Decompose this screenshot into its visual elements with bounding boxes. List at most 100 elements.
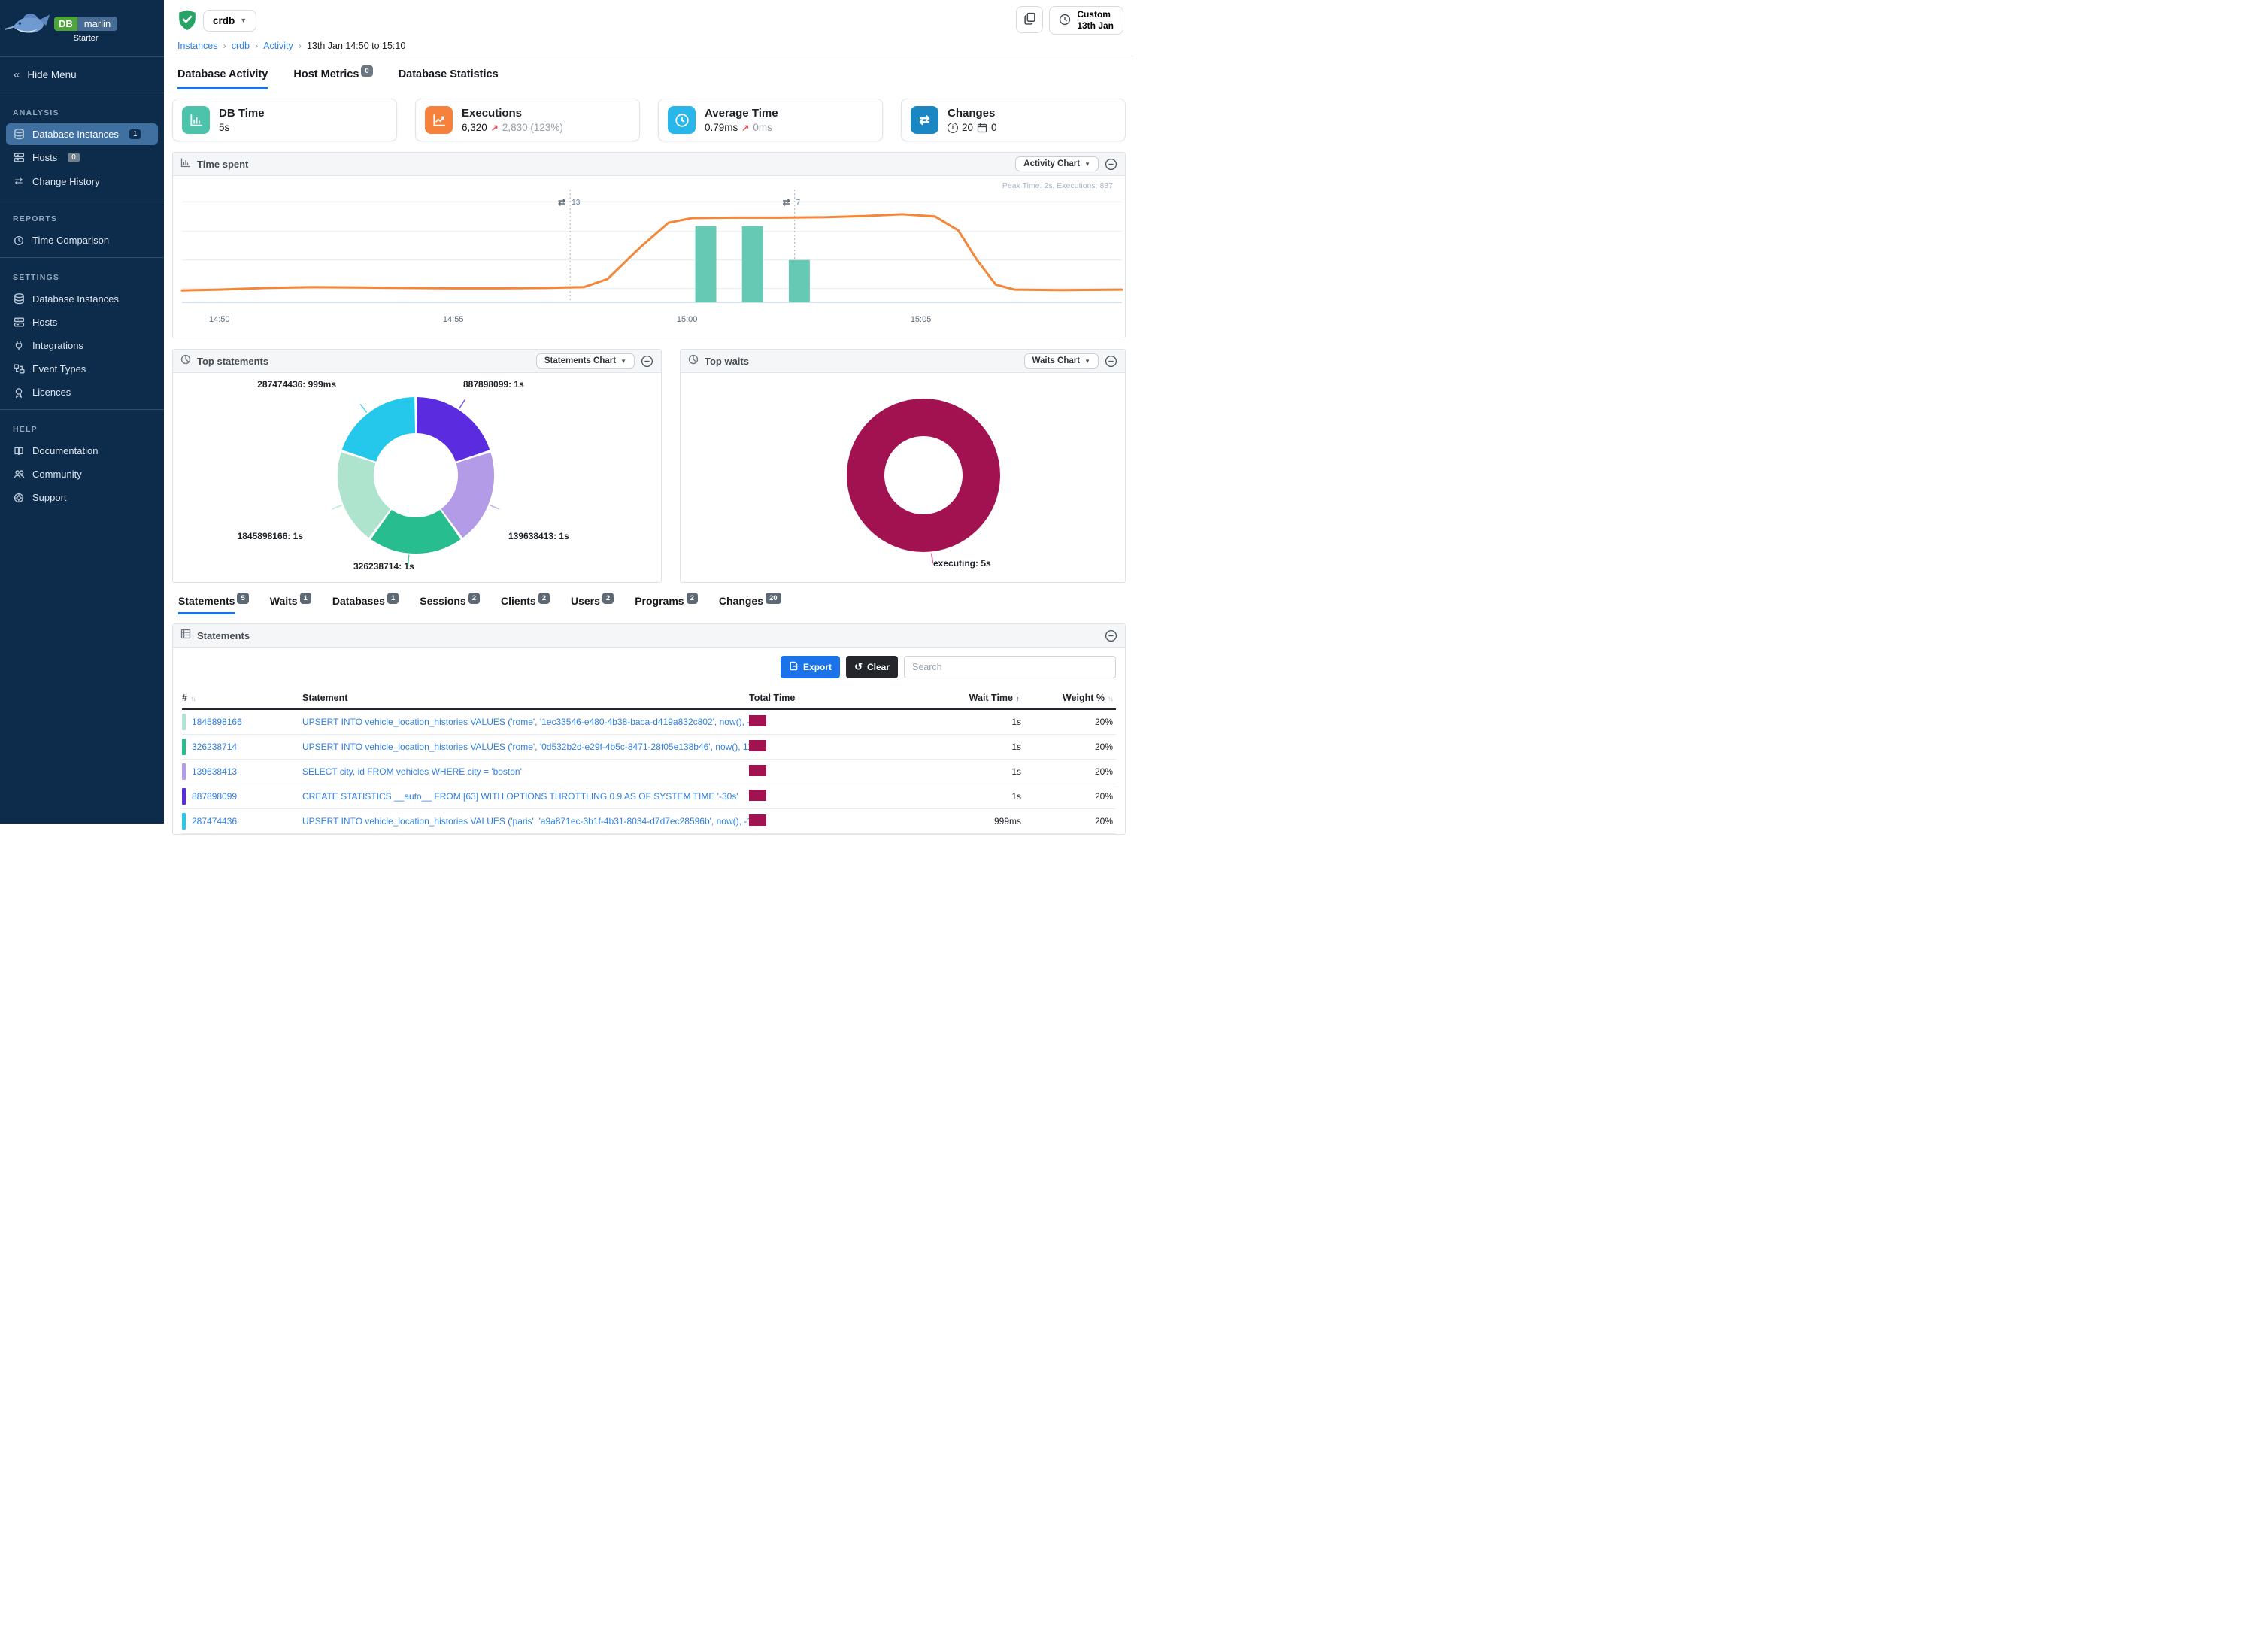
tab-host-metrics[interactable]: Host Metrics 0 xyxy=(293,65,373,89)
statement-id-link[interactable]: 1845898166 xyxy=(192,717,242,727)
total-time-bar xyxy=(749,765,766,776)
sort-icon-active: ↑↓ xyxy=(1016,695,1022,702)
collapse-chevrons-icon: « xyxy=(14,68,20,81)
svg-text:⇄: ⇄ xyxy=(783,197,790,208)
licence-icon xyxy=(13,387,25,398)
hide-menu-button[interactable]: « Hide Menu xyxy=(14,68,77,81)
col-header-total-time[interactable]: Total Time xyxy=(749,693,796,703)
statement-id-link[interactable]: 326238714 xyxy=(192,742,238,752)
breadcrumb: Instances › crdb › Activity › 13th Jan 14:5… xyxy=(164,36,1134,59)
section-title-reports: REPORTS xyxy=(13,214,58,223)
section-title-analysis: ANALYSIS xyxy=(13,108,59,117)
search-input[interactable] xyxy=(904,656,1116,678)
collapse-panel-icon[interactable] xyxy=(1105,355,1117,368)
sidebar-item-change-history[interactable]: ⇄ Change History xyxy=(6,170,158,193)
tab-databases[interactable]: Databases 1 xyxy=(332,593,399,614)
up-arrow-icon: ↗ xyxy=(741,122,750,133)
breadcrumb-activity[interactable]: Activity xyxy=(263,41,293,51)
export-button[interactable]: Export xyxy=(781,656,841,678)
sidebar-item-hosts[interactable]: Hosts 0 xyxy=(6,147,158,168)
activity-chart-selector[interactable]: Activity Chart ▼ xyxy=(1015,156,1099,171)
collapse-panel-icon[interactable] xyxy=(641,355,653,368)
tab-programs[interactable]: Programs 2 xyxy=(635,593,698,614)
server-icon xyxy=(13,317,25,328)
sidebar-item-community[interactable]: Community xyxy=(6,463,158,485)
bar-chart-icon xyxy=(180,157,191,171)
col-header-wait-time[interactable]: Wait Time ↑↓ xyxy=(969,693,1022,703)
tab-users[interactable]: Users 2 xyxy=(571,593,614,614)
sidebar-item-hosts-settings[interactable]: Hosts xyxy=(6,311,158,333)
svg-text:15:00: 15:00 xyxy=(677,315,698,324)
instance-selector[interactable]: crdb ▼ xyxy=(203,9,257,32)
chevron-down-icon: ▼ xyxy=(1084,357,1090,365)
tab-database-activity[interactable]: Database Activity xyxy=(177,68,268,89)
statement-link[interactable]: UPSERT INTO vehicle_location_histories V… xyxy=(302,816,749,827)
section-title-help: HELP xyxy=(13,425,38,434)
copy-icon xyxy=(1023,12,1036,27)
count-badge: 1 xyxy=(387,593,399,604)
waits-donut-svg[interactable] xyxy=(681,373,1131,582)
undo-icon: ↺ xyxy=(854,661,863,672)
top-statements-chart: 287474436: 999ms 887898099: 1s 184589816… xyxy=(173,373,661,582)
statements-panel: Statements Export ↺ Clear #↑↓ Stateme xyxy=(172,623,1126,835)
svg-text:⇄: ⇄ xyxy=(558,197,565,208)
wait-time-value: 1s xyxy=(1011,717,1021,727)
tab-statements[interactable]: Statements 5 xyxy=(178,593,249,614)
statements-donut-svg[interactable] xyxy=(173,373,661,582)
col-header-statement[interactable]: Statement xyxy=(302,693,348,703)
table-header-row: # ↑↓ Statement Total Time Wait Time ↑↓ Wei… xyxy=(182,687,1116,710)
sidebar-item-support[interactable]: Support xyxy=(6,487,158,508)
statement-link[interactable]: CREATE STATISTICS __auto__ FROM [63] WIT… xyxy=(302,791,738,802)
swap-arrows-icon: ⇄ xyxy=(911,106,938,134)
col-header-weight[interactable]: Weight % ↑↓ xyxy=(1062,693,1114,703)
count-badge: 1 xyxy=(299,593,311,604)
top-waits-chart: executing: 5s xyxy=(681,373,1125,582)
time-spent-svg: ⇄ 13 ⇄ 7 14:50 14:55 15:00 15:05 xyxy=(180,190,1123,324)
statements-chart-selector[interactable]: Statements Chart ▼ xyxy=(535,353,635,369)
tab-clients[interactable]: Clients 2 xyxy=(501,593,550,614)
sidebar-item-event-types[interactable]: Event Types xyxy=(6,358,158,380)
svg-text:7: 7 xyxy=(796,199,801,207)
statement-id-link[interactable]: 287474436 xyxy=(192,816,238,827)
tab-sessions[interactable]: Sessions 2 xyxy=(420,593,481,614)
pie-chart-icon xyxy=(180,354,191,369)
tab-waits[interactable]: Waits 1 xyxy=(270,593,311,614)
statement-link[interactable]: UPSERT INTO vehicle_location_histories V… xyxy=(302,717,749,727)
copy-button[interactable] xyxy=(1016,6,1044,33)
table-row: 287474436 UPSERT INTO vehicle_location_h… xyxy=(182,809,1116,834)
collapse-panel-icon[interactable] xyxy=(1105,629,1117,642)
card-changes: ⇄ Changes i 20 0 xyxy=(901,99,1126,141)
statement-link[interactable]: UPSERT INTO vehicle_location_histories V… xyxy=(302,742,749,752)
tab-changes[interactable]: Changes 20 xyxy=(719,593,781,614)
divider xyxy=(0,56,164,57)
sidebar-item-database-instances-settings[interactable]: Database Instances xyxy=(6,288,158,310)
sidebar-item-documentation[interactable]: Documentation xyxy=(6,440,158,462)
donut-label: 139638413: 1s xyxy=(508,531,569,541)
statement-id-link[interactable]: 139638413 xyxy=(192,766,238,777)
plug-icon xyxy=(13,341,25,351)
clear-button[interactable]: ↺ Clear xyxy=(846,656,898,678)
sidebar-item-database-instances[interactable]: Database Instances 1 xyxy=(6,123,158,145)
peak-note: Peak Time: 2s, Executions: 837 xyxy=(1002,181,1113,190)
collapse-panel-icon[interactable] xyxy=(1105,158,1117,171)
weight-value: 20% xyxy=(1094,816,1113,827)
sidebar-item-time-comparison[interactable]: Time Comparison xyxy=(6,229,158,251)
table-row: 326238714 UPSERT INTO vehicle_location_h… xyxy=(182,735,1116,760)
sort-icon: ↑↓ xyxy=(190,695,196,702)
statement-link[interactable]: SELECT city, id FROM vehicles WHERE city… xyxy=(302,766,522,777)
sidebar-item-integrations[interactable]: Integrations xyxy=(6,335,158,356)
weight-value: 20% xyxy=(1094,766,1113,777)
donut-label: 1845898166: 1s xyxy=(237,531,303,541)
statement-id-link[interactable]: 887898099 xyxy=(192,791,238,802)
col-header-id[interactable]: # ↑↓ xyxy=(182,693,196,703)
time-range-button[interactable]: Custom 13th Jan xyxy=(1049,6,1123,35)
waits-chart-selector[interactable]: Waits Chart ▼ xyxy=(1023,353,1099,369)
breadcrumb-crdb[interactable]: crdb xyxy=(231,41,250,51)
weight-value: 20% xyxy=(1094,791,1113,802)
database-icon xyxy=(13,129,25,140)
tab-database-statistics[interactable]: Database Statistics xyxy=(398,68,499,80)
sidebar-item-licences[interactable]: Licences xyxy=(6,381,158,403)
breadcrumb-instances[interactable]: Instances xyxy=(177,41,218,51)
table-row: 139638413 SELECT city, id FROM vehicles … xyxy=(182,760,1116,784)
wait-time-value: 1s xyxy=(1011,791,1021,802)
